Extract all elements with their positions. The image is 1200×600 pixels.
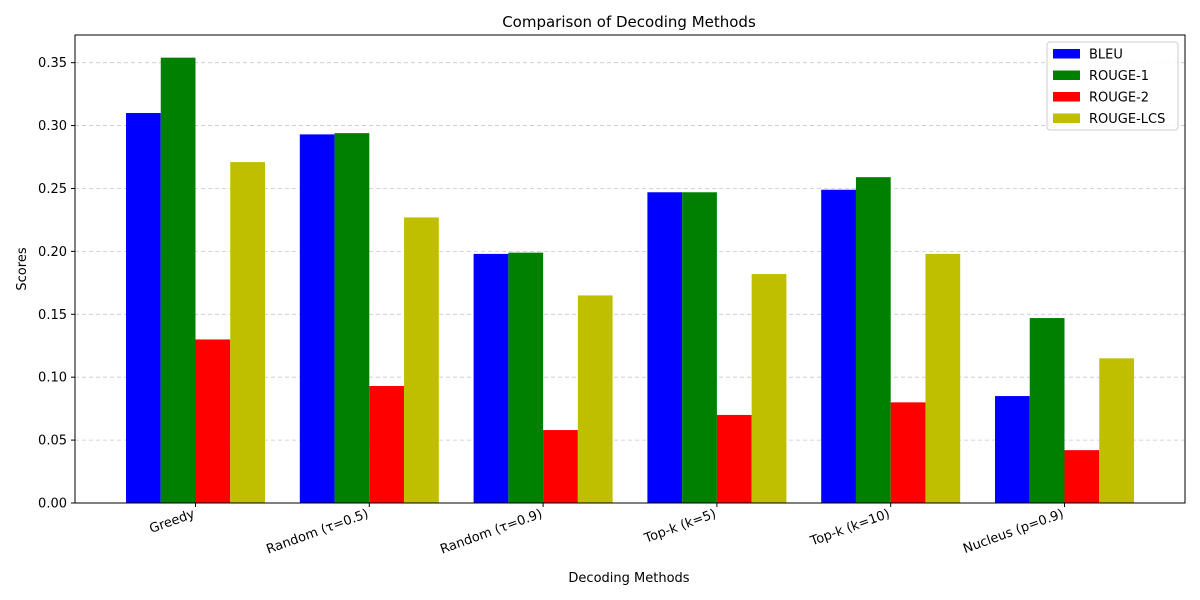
y-tick-label: 0.00 xyxy=(38,497,67,512)
y-tick-label: 0.15 xyxy=(38,308,67,323)
y-axis-ticks: 0.00 0.05 0.10 0.15 0.20 0.25 0.30 0.35 xyxy=(38,56,75,512)
bar-rouge-1-5 xyxy=(1029,318,1065,503)
bar-bleu-2 xyxy=(473,253,509,503)
bar-rouge-1-1 xyxy=(334,133,370,503)
legend-swatch xyxy=(1053,113,1080,123)
bar-bleu-4 xyxy=(821,189,856,503)
plot-frame xyxy=(74,34,1186,504)
legend-label: BLEU xyxy=(1089,48,1123,63)
bar-rouge-2-5 xyxy=(1064,450,1100,503)
x-axis-ticks: Greedy Random (τ=0.5) Random (τ=0.9) Top-k … xyxy=(147,503,1066,558)
legend-swatch xyxy=(1053,49,1080,59)
x-tick-label: Top-k (k=5) xyxy=(642,507,719,547)
bar-bleu-5 xyxy=(995,396,1030,503)
bar-rouge-1-0 xyxy=(160,57,196,503)
bar-bleu-0 xyxy=(126,113,161,503)
x-tick-label: Top-k (k=10) xyxy=(808,507,892,550)
y-tick-label: 0.10 xyxy=(38,371,67,386)
x-tick-label: Nucleus (p=0.9) xyxy=(961,507,1066,557)
legend: BLEU ROUGE-1 ROUGE-2 ROUGE-LCS xyxy=(1046,41,1179,131)
legend-swatch xyxy=(1053,70,1080,80)
y-tick-label: 0.05 xyxy=(38,434,67,449)
bar-bleu-1 xyxy=(299,134,335,504)
bar-rouge-lcs-0 xyxy=(230,162,265,503)
bar-rouge-2-0 xyxy=(195,339,231,503)
bar-rouge-lcs-2 xyxy=(577,295,613,503)
chart-title: Comparison of Decoding Methods xyxy=(502,13,756,31)
bar-rouge-2-4 xyxy=(890,402,926,503)
bar-rouge-1-3 xyxy=(682,192,717,504)
bar-rouge-lcs-1 xyxy=(404,217,439,503)
y-tick-label: 0.30 xyxy=(38,119,67,134)
y-tick-label: 0.35 xyxy=(38,56,67,71)
y-tick-label: 0.25 xyxy=(38,182,67,197)
bar-rouge-2-1 xyxy=(369,386,405,503)
y-tick-label: 0.20 xyxy=(38,245,67,260)
bar-rouge-lcs-4 xyxy=(925,253,961,503)
legend-label: ROUGE-1 xyxy=(1089,69,1149,84)
bar-rouge-1-4 xyxy=(855,177,891,503)
legend-label: ROUGE-2 xyxy=(1089,91,1149,106)
legend-swatch xyxy=(1053,92,1080,102)
x-tick-label: Greedy xyxy=(147,507,197,537)
bar-rouge-2-3 xyxy=(716,414,752,503)
x-axis-label: Decoding Methods xyxy=(568,571,689,586)
x-tick-label: Random (τ=0.5) xyxy=(265,507,371,558)
bar-rouge-2-2 xyxy=(543,430,578,503)
bar-rouge-lcs-5 xyxy=(1099,358,1134,503)
legend-box xyxy=(1046,41,1179,131)
bar-rouge-1-2 xyxy=(508,252,544,503)
x-tick-label: Random (τ=0.9) xyxy=(438,507,544,558)
y-axis-label: Scores xyxy=(15,247,30,290)
bar-bleu-3 xyxy=(647,192,683,504)
legend-label: ROUGE-LCS xyxy=(1089,112,1165,127)
bars xyxy=(126,57,1134,504)
bar-rouge-lcs-3 xyxy=(751,274,787,503)
